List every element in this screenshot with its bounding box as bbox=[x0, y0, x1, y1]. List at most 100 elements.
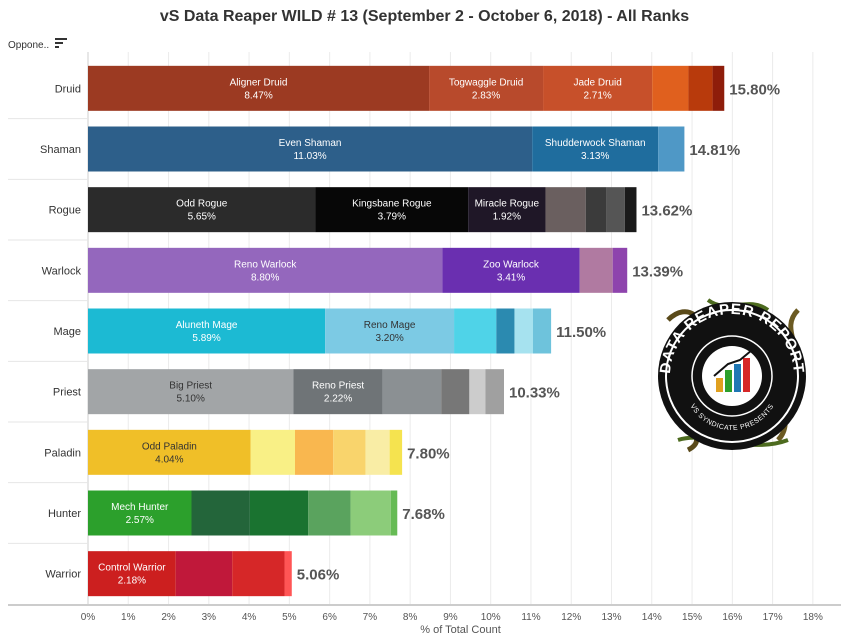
bar-segment-mage-2[interactable] bbox=[454, 308, 497, 354]
class-label-shaman: Shaman bbox=[40, 144, 81, 156]
bar-segment-mech-hunter[interactable] bbox=[88, 490, 192, 536]
bar-segment-hunter-2[interactable] bbox=[249, 490, 309, 536]
segment-value-label: 8.47% bbox=[244, 90, 272, 101]
bar-segment-big-priest[interactable] bbox=[88, 369, 294, 415]
segment-name-label: Kingsbane Rogue bbox=[352, 199, 432, 210]
segment-name-label: Big Priest bbox=[169, 381, 212, 392]
bar-segment-kingsbane-rogue[interactable] bbox=[315, 187, 469, 233]
bar-segment-control-warrior[interactable] bbox=[88, 551, 176, 597]
bar-segment-aligner-druid[interactable] bbox=[88, 65, 430, 111]
class-label-priest: Priest bbox=[53, 387, 81, 399]
bar-segment-paladin-1[interactable] bbox=[250, 429, 295, 475]
bar-segment-druid-5[interactable] bbox=[712, 65, 725, 111]
segment-value-label: 2.57% bbox=[126, 515, 154, 526]
segment-value-label: 2.83% bbox=[472, 90, 500, 101]
x-axis-label: % of Total Count bbox=[420, 624, 501, 636]
sort-icon[interactable] bbox=[55, 37, 67, 49]
bar-segment-warlock-2[interactable] bbox=[579, 247, 613, 293]
segment-name-label: Togwaggle Druid bbox=[449, 77, 524, 88]
class-label-druid: Druid bbox=[55, 83, 81, 95]
chart-title: vS Data Reaper WILD # 13 (September 2 - … bbox=[159, 8, 690, 25]
segment-value-label: 1.92% bbox=[493, 212, 521, 223]
segment-name-label: Reno Priest bbox=[312, 381, 364, 392]
segment-name-label: Zoo Warlock bbox=[483, 259, 540, 270]
total-label-druid: 15.80% bbox=[729, 81, 780, 98]
bar-segment-aluneth-mage[interactable] bbox=[88, 308, 326, 354]
bar-segment-mage-5[interactable] bbox=[532, 308, 552, 354]
segment-value-label: 11.03% bbox=[293, 151, 326, 162]
segment-name-label: Aligner Druid bbox=[230, 77, 288, 88]
bar-chart-icon bbox=[702, 346, 762, 406]
bar-segment-hunter-3[interactable] bbox=[308, 490, 351, 536]
segment-value-label: 4.04% bbox=[155, 454, 183, 465]
segment-name-label: Odd Rogue bbox=[176, 199, 228, 210]
data-reaper-report-logo: DATA REAPER REPORT VS SYNDICATE PRESENTS bbox=[657, 298, 806, 453]
bar-segment-priest-2[interactable] bbox=[382, 369, 442, 415]
row-header-label[interactable]: Oppone.. bbox=[8, 40, 50, 51]
segment-name-label: Aluneth Mage bbox=[176, 320, 238, 331]
x-tick-label: 7% bbox=[363, 612, 378, 623]
bar-segment-rogue-5[interactable] bbox=[606, 187, 625, 233]
bar-segment-priest-5[interactable] bbox=[485, 369, 504, 415]
bar-segment-warrior-1[interactable] bbox=[175, 551, 233, 597]
bar-segment-odd-paladin[interactable] bbox=[88, 429, 251, 475]
bar-segment-jade-druid[interactable] bbox=[543, 65, 653, 111]
bar-segment-rogue-4[interactable] bbox=[585, 187, 607, 233]
x-tick-label: 17% bbox=[763, 612, 783, 623]
segment-value-label: 5.10% bbox=[177, 394, 205, 405]
bar-segment-priest-4[interactable] bbox=[469, 369, 486, 415]
bar-segment-warlock-3[interactable] bbox=[612, 247, 628, 293]
bar-segment-paladin-3[interactable] bbox=[333, 429, 366, 475]
bar-segment-odd-rogue[interactable] bbox=[88, 187, 316, 233]
bar-segment-priest-3[interactable] bbox=[441, 369, 470, 415]
bar-segment-druid-3[interactable] bbox=[652, 65, 689, 111]
x-tick-label: 18% bbox=[803, 612, 823, 623]
segment-value-label: 3.41% bbox=[497, 272, 525, 283]
bar-segment-togwaggle-druid[interactable] bbox=[429, 65, 544, 111]
segment-value-label: 3.13% bbox=[581, 151, 609, 162]
bar-segment-paladin-5[interactable] bbox=[389, 429, 403, 475]
segment-name-label: Reno Warlock bbox=[234, 259, 297, 270]
class-label-mage: Mage bbox=[53, 326, 81, 338]
total-label-shaman: 14.81% bbox=[689, 142, 740, 159]
bar-segment-druid-4[interactable] bbox=[688, 65, 713, 111]
segment-name-label: Odd Paladin bbox=[142, 441, 197, 452]
class-label-rogue: Rogue bbox=[49, 205, 81, 217]
total-label-priest: 10.33% bbox=[509, 385, 560, 402]
bar-segment-shudderwock-shaman[interactable] bbox=[532, 126, 659, 172]
total-label-rogue: 13.62% bbox=[641, 203, 692, 220]
segment-name-label: Jade Druid bbox=[573, 77, 621, 88]
bar-segment-miracle-rogue[interactable] bbox=[468, 187, 546, 233]
x-tick-label: 1% bbox=[121, 612, 136, 623]
x-tick-label: 15% bbox=[682, 612, 702, 623]
bar-segment-zoo-warlock[interactable] bbox=[442, 247, 580, 293]
bar-segment-shaman-2[interactable] bbox=[658, 126, 685, 172]
bar-segment-rogue-6[interactable] bbox=[624, 187, 637, 233]
segment-name-label: Mech Hunter bbox=[111, 502, 169, 513]
segment-value-label: 2.22% bbox=[324, 394, 352, 405]
bar-segment-reno-mage[interactable] bbox=[325, 308, 455, 354]
x-tick-label: 4% bbox=[242, 612, 257, 623]
segment-name-label: Shudderwock Shaman bbox=[545, 138, 646, 149]
bar-segment-paladin-4[interactable] bbox=[365, 429, 390, 475]
bar-segment-warrior-3[interactable] bbox=[284, 551, 292, 597]
x-tick-label: 14% bbox=[642, 612, 662, 623]
bar-segment-hunter-4[interactable] bbox=[350, 490, 391, 536]
bar-segment-even-shaman[interactable] bbox=[88, 126, 533, 172]
bar-segment-warrior-2[interactable] bbox=[232, 551, 285, 597]
bar-segment-hunter-1[interactable] bbox=[191, 490, 250, 536]
segment-value-label: 2.18% bbox=[118, 576, 146, 587]
bar-segment-mage-3[interactable] bbox=[496, 308, 515, 354]
total-label-mage: 11.50% bbox=[556, 324, 606, 341]
segment-value-label: 8.80% bbox=[251, 272, 279, 283]
total-label-hunter: 7.68% bbox=[402, 506, 445, 523]
bar-segment-paladin-2[interactable] bbox=[294, 429, 334, 475]
bar-segment-hunter-5[interactable] bbox=[390, 490, 398, 536]
class-label-hunter: Hunter bbox=[48, 508, 81, 520]
bar-segment-reno-warlock[interactable] bbox=[88, 247, 443, 293]
bar-segment-rogue-3[interactable] bbox=[545, 187, 586, 233]
bar-segment-mage-4[interactable] bbox=[514, 308, 533, 354]
class-label-warrior: Warrior bbox=[45, 569, 81, 581]
bar-segment-reno-priest[interactable] bbox=[293, 369, 383, 415]
class-label-warlock: Warlock bbox=[42, 265, 82, 277]
